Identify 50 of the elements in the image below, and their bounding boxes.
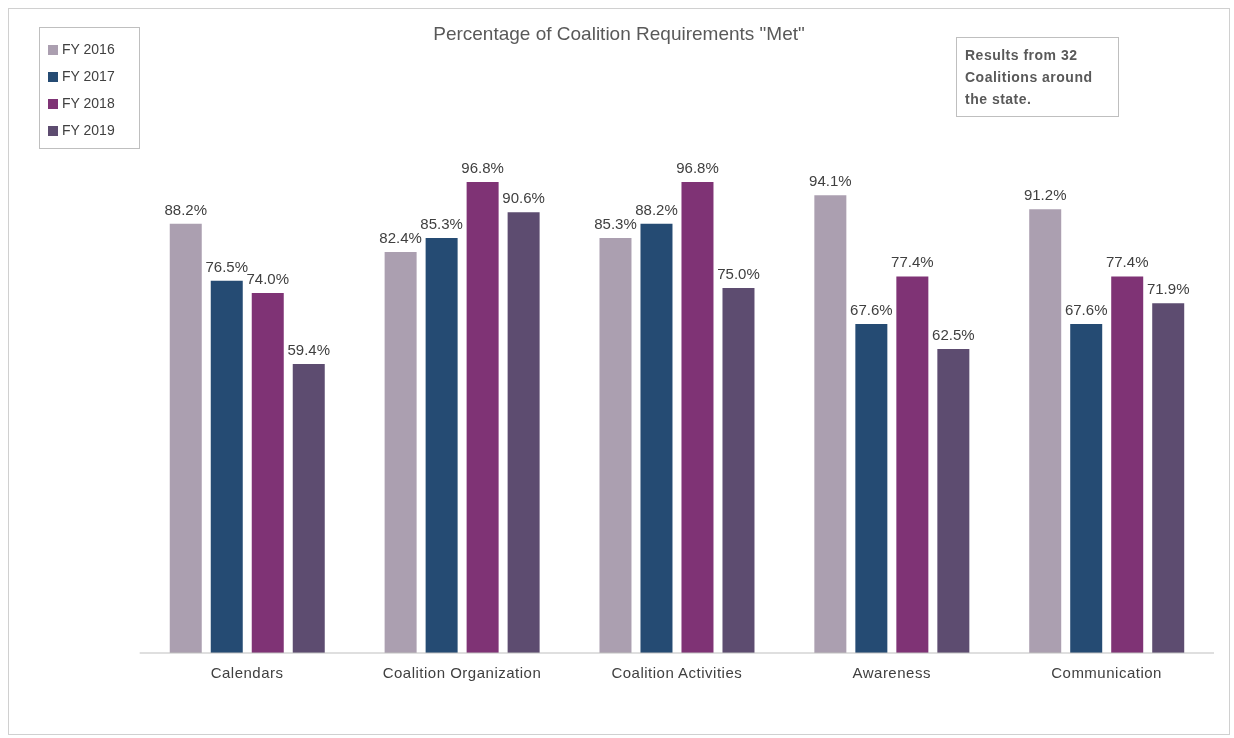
legend-label: FY 2018 [62, 95, 115, 111]
bar [937, 348, 970, 653]
bar [896, 276, 929, 653]
bar [210, 280, 243, 653]
data-label: 88.2% [164, 200, 208, 218]
x-tick-label: Communication [1051, 663, 1162, 681]
bar [425, 237, 458, 653]
legend-label: FY 2017 [62, 68, 115, 84]
data-label: 62.5% [932, 325, 975, 343]
data-label: 82.4% [379, 229, 422, 247]
data-label: 77.4% [1105, 253, 1149, 271]
bar [599, 237, 632, 653]
chart-title: Percentage of Coalition Requirements "Met" [433, 23, 805, 44]
data-label: 96.8% [461, 159, 504, 176]
bar [507, 212, 540, 653]
data-label: 94.1% [809, 172, 852, 190]
text: Results from 32 Coalitions around the state. [956, 37, 1119, 117]
data-label: 77.4% [891, 253, 934, 271]
bar [681, 182, 714, 653]
data-label: 67.6% [1064, 301, 1108, 319]
bar [814, 195, 847, 653]
x-tick-label: Coalition Organization [382, 663, 542, 681]
bar [640, 223, 673, 653]
data-label: 59.4% [287, 340, 331, 358]
bar [855, 324, 888, 653]
legend-label: FY 2019 [62, 122, 115, 138]
data-label: 96.8% [676, 159, 719, 176]
data-label: 71.9% [1146, 280, 1190, 298]
legend-label: FY 2016 [62, 41, 115, 57]
data-label: 67.6% [850, 301, 893, 319]
bar [722, 288, 755, 653]
bar [1070, 324, 1103, 653]
x-tick-label: Awareness [852, 663, 931, 681]
x-tick-label: Coalition Activities [611, 663, 743, 681]
data-label: 91.2% [1023, 186, 1067, 204]
bar [292, 363, 325, 653]
x-tick-label: Calendars [210, 663, 284, 681]
bar [384, 252, 417, 653]
bar [1029, 209, 1062, 653]
bar [466, 182, 499, 653]
bar [1152, 303, 1185, 653]
data-label: 90.6% [502, 189, 545, 207]
bar [1111, 276, 1144, 653]
data-label: 85.3% [420, 214, 463, 232]
bar [251, 292, 284, 653]
bar [169, 223, 202, 653]
data-label: 76.5% [205, 257, 249, 275]
data-label: 75.0% [717, 265, 760, 283]
data-label: 85.3% [594, 214, 637, 232]
data-label: 88.2% [635, 200, 678, 218]
